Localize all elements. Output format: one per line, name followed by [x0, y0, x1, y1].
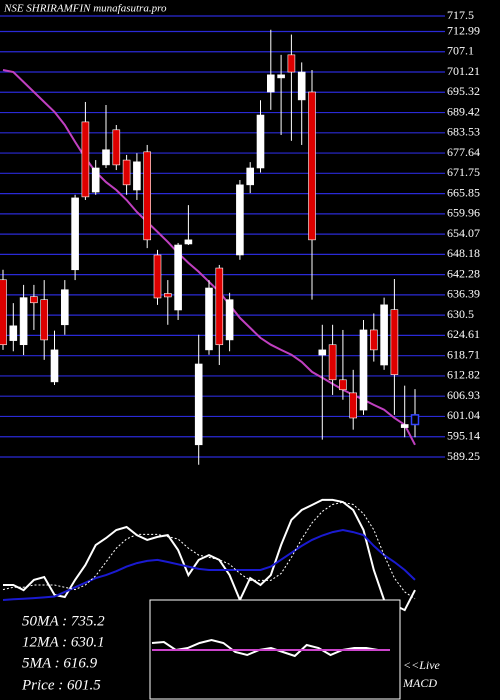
candle-body — [174, 244, 182, 311]
indicator-line — [151, 638, 390, 658]
candle-body — [102, 149, 110, 166]
indicator-line — [2, 528, 416, 601]
y-tick-label: 707.1 — [447, 44, 474, 58]
candle-body — [0, 279, 7, 346]
candle-body — [30, 296, 38, 304]
candle-body — [19, 297, 28, 346]
candle-body — [122, 159, 131, 186]
y-tick-label: 612.82 — [447, 368, 480, 382]
candle-body — [236, 184, 244, 256]
candle-body — [328, 344, 337, 381]
candle-body — [297, 71, 306, 101]
candle-body — [71, 197, 79, 271]
y-tick-label: 654.07 — [447, 226, 480, 240]
y-tick-label: 618.71 — [447, 347, 480, 361]
candle-body — [287, 54, 296, 73]
candle-body — [112, 129, 121, 166]
y-tick-label: 636.39 — [447, 287, 480, 301]
candle-body — [256, 114, 265, 169]
info-label: 12MA : 630.1 — [22, 634, 105, 650]
indicator-line — [2, 501, 416, 600]
info-label: 5MA : 616.9 — [22, 655, 98, 671]
y-tick-label: 712.99 — [447, 23, 480, 37]
candle-body — [266, 74, 275, 93]
candle-body — [215, 267, 224, 346]
candle-body — [349, 392, 358, 419]
candle-body — [390, 309, 399, 375]
candle-body — [81, 121, 90, 198]
y-tick-label: 589.25 — [447, 449, 480, 463]
candle-body — [246, 167, 254, 186]
candle-body — [308, 91, 316, 241]
live-label: MACD — [402, 676, 437, 690]
candle-body — [369, 329, 378, 351]
y-tick-label: 642.28 — [447, 266, 480, 280]
candle-body — [9, 325, 18, 341]
y-tick-label: 671.75 — [447, 165, 480, 179]
candle-body — [225, 299, 234, 341]
y-tick-label: 606.93 — [447, 388, 480, 402]
chart-title: NSE SHRIRAMFIN munafasutra.pro — [3, 3, 167, 15]
y-tick-label: 677.64 — [447, 145, 480, 159]
y-tick-label: 695.32 — [447, 84, 480, 98]
info-label: Price : 601.5 — [21, 677, 101, 693]
y-tick-label: 683.53 — [447, 125, 480, 139]
y-tick-label: 630.5 — [447, 307, 474, 321]
y-tick-label: 701.21 — [447, 64, 480, 78]
indicator-line — [3, 498, 416, 612]
y-tick-label: 624.61 — [447, 327, 480, 341]
candle-body — [205, 287, 213, 351]
y-tick-label: 601.04 — [447, 408, 480, 422]
y-tick-label: 689.42 — [447, 104, 480, 118]
y-tick-label: 717.5 — [447, 8, 474, 22]
y-tick-label: 659.96 — [447, 206, 480, 220]
candle-body — [318, 349, 327, 356]
live-label: <<Live — [403, 658, 441, 672]
candle-body — [359, 329, 368, 411]
candle-body — [410, 414, 420, 426]
candle-body — [164, 293, 172, 298]
candle-body — [184, 239, 193, 245]
candle-body — [91, 167, 100, 193]
candle-body — [339, 379, 347, 391]
candle-body — [380, 304, 388, 366]
candle-body — [60, 289, 69, 326]
y-tick-label: 595.14 — [447, 428, 480, 442]
y-tick-label: 665.85 — [447, 185, 480, 199]
candle-body — [133, 161, 141, 191]
y-tick-label: 648.18 — [447, 246, 480, 260]
info-label: 50MA : 735.2 — [22, 613, 105, 629]
candle-body — [194, 363, 203, 446]
candle-body — [143, 151, 151, 241]
candle-body — [40, 299, 49, 341]
candle-body — [277, 74, 285, 79]
candle-body — [400, 424, 409, 428]
candle-body — [50, 349, 59, 383]
candle-body — [153, 254, 162, 299]
